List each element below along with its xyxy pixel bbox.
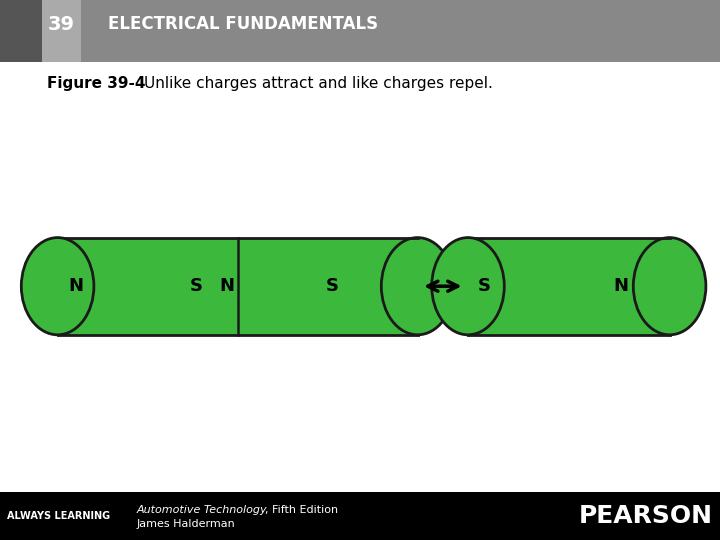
Text: ELECTRICAL FUNDAMENTALS: ELECTRICAL FUNDAMENTALS xyxy=(108,15,378,33)
Ellipse shape xyxy=(634,238,706,335)
Bar xyxy=(468,238,670,335)
Ellipse shape xyxy=(382,238,454,335)
Bar xyxy=(0,0,720,62)
Bar xyxy=(42,0,81,62)
Bar xyxy=(0,492,720,540)
Text: Automotive Technology: Automotive Technology xyxy=(137,505,267,515)
Text: , Fifth Edition: , Fifth Edition xyxy=(265,505,338,515)
Text: 39: 39 xyxy=(48,15,75,34)
Text: PEARSON: PEARSON xyxy=(579,504,713,528)
Text: Unlike charges attract and like charges repel.: Unlike charges attract and like charges … xyxy=(144,76,493,91)
Bar xyxy=(0,0,42,62)
Text: N: N xyxy=(613,277,628,295)
Text: S: S xyxy=(477,277,490,295)
Text: ALWAYS LEARNING: ALWAYS LEARNING xyxy=(7,511,110,521)
Text: S: S xyxy=(326,277,339,295)
Bar xyxy=(58,238,418,335)
Text: N: N xyxy=(220,277,234,295)
Text: N: N xyxy=(68,277,83,295)
Text: S: S xyxy=(189,277,202,295)
Text: Figure 39-4: Figure 39-4 xyxy=(47,76,145,91)
Text: James Halderman: James Halderman xyxy=(137,519,235,529)
Ellipse shape xyxy=(432,238,504,335)
Ellipse shape xyxy=(22,238,94,335)
